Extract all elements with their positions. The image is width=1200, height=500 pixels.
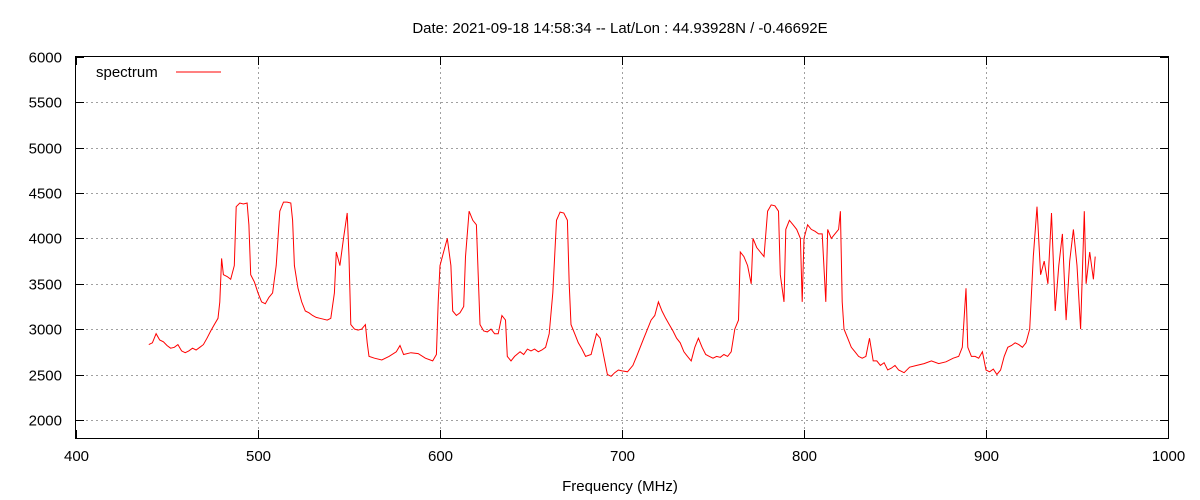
y-tick-label-5000: 5000 [29,141,62,158]
x-tick-label-500: 500 [246,448,271,465]
spectrum-series-line [148,201,1096,377]
y-tick-label-3500: 3500 [29,277,62,294]
y-tick-label-2000: 2000 [29,413,62,430]
x-tick-label-700: 700 [610,448,635,465]
x-tick-label-600: 600 [428,448,453,465]
x-axis-ticks: 400 500 600 700 800 900 1000 [64,57,1185,465]
y-tick-label-3000: 3000 [29,322,62,339]
grid-lines [76,57,1168,438]
y-tick-label-2500: 2500 [29,368,62,385]
legend: spectrum [96,64,221,81]
legend-label-spectrum: spectrum [96,64,158,81]
y-axis-ticks: 2000 2500 3000 3500 4000 4500 5000 5500 6000 [29,50,1168,430]
plot-frame [75,56,1169,439]
x-tick-label-900: 900 [974,448,999,465]
x-tick-label-1000: 1000 [1152,448,1185,465]
y-tick-label-4500: 4500 [29,186,62,203]
chart-title: Date: 2021-09-18 14:58:34 -- Lat/Lon : 4… [412,20,827,37]
x-axis-label: Frequency (MHz) [562,478,678,495]
y-tick-label-6000: 6000 [29,50,62,67]
y-tick-label-4000: 4000 [29,231,62,248]
y-tick-label-5500: 5500 [29,95,62,112]
x-tick-label-800: 800 [792,448,817,465]
x-tick-label-400: 400 [64,448,89,465]
